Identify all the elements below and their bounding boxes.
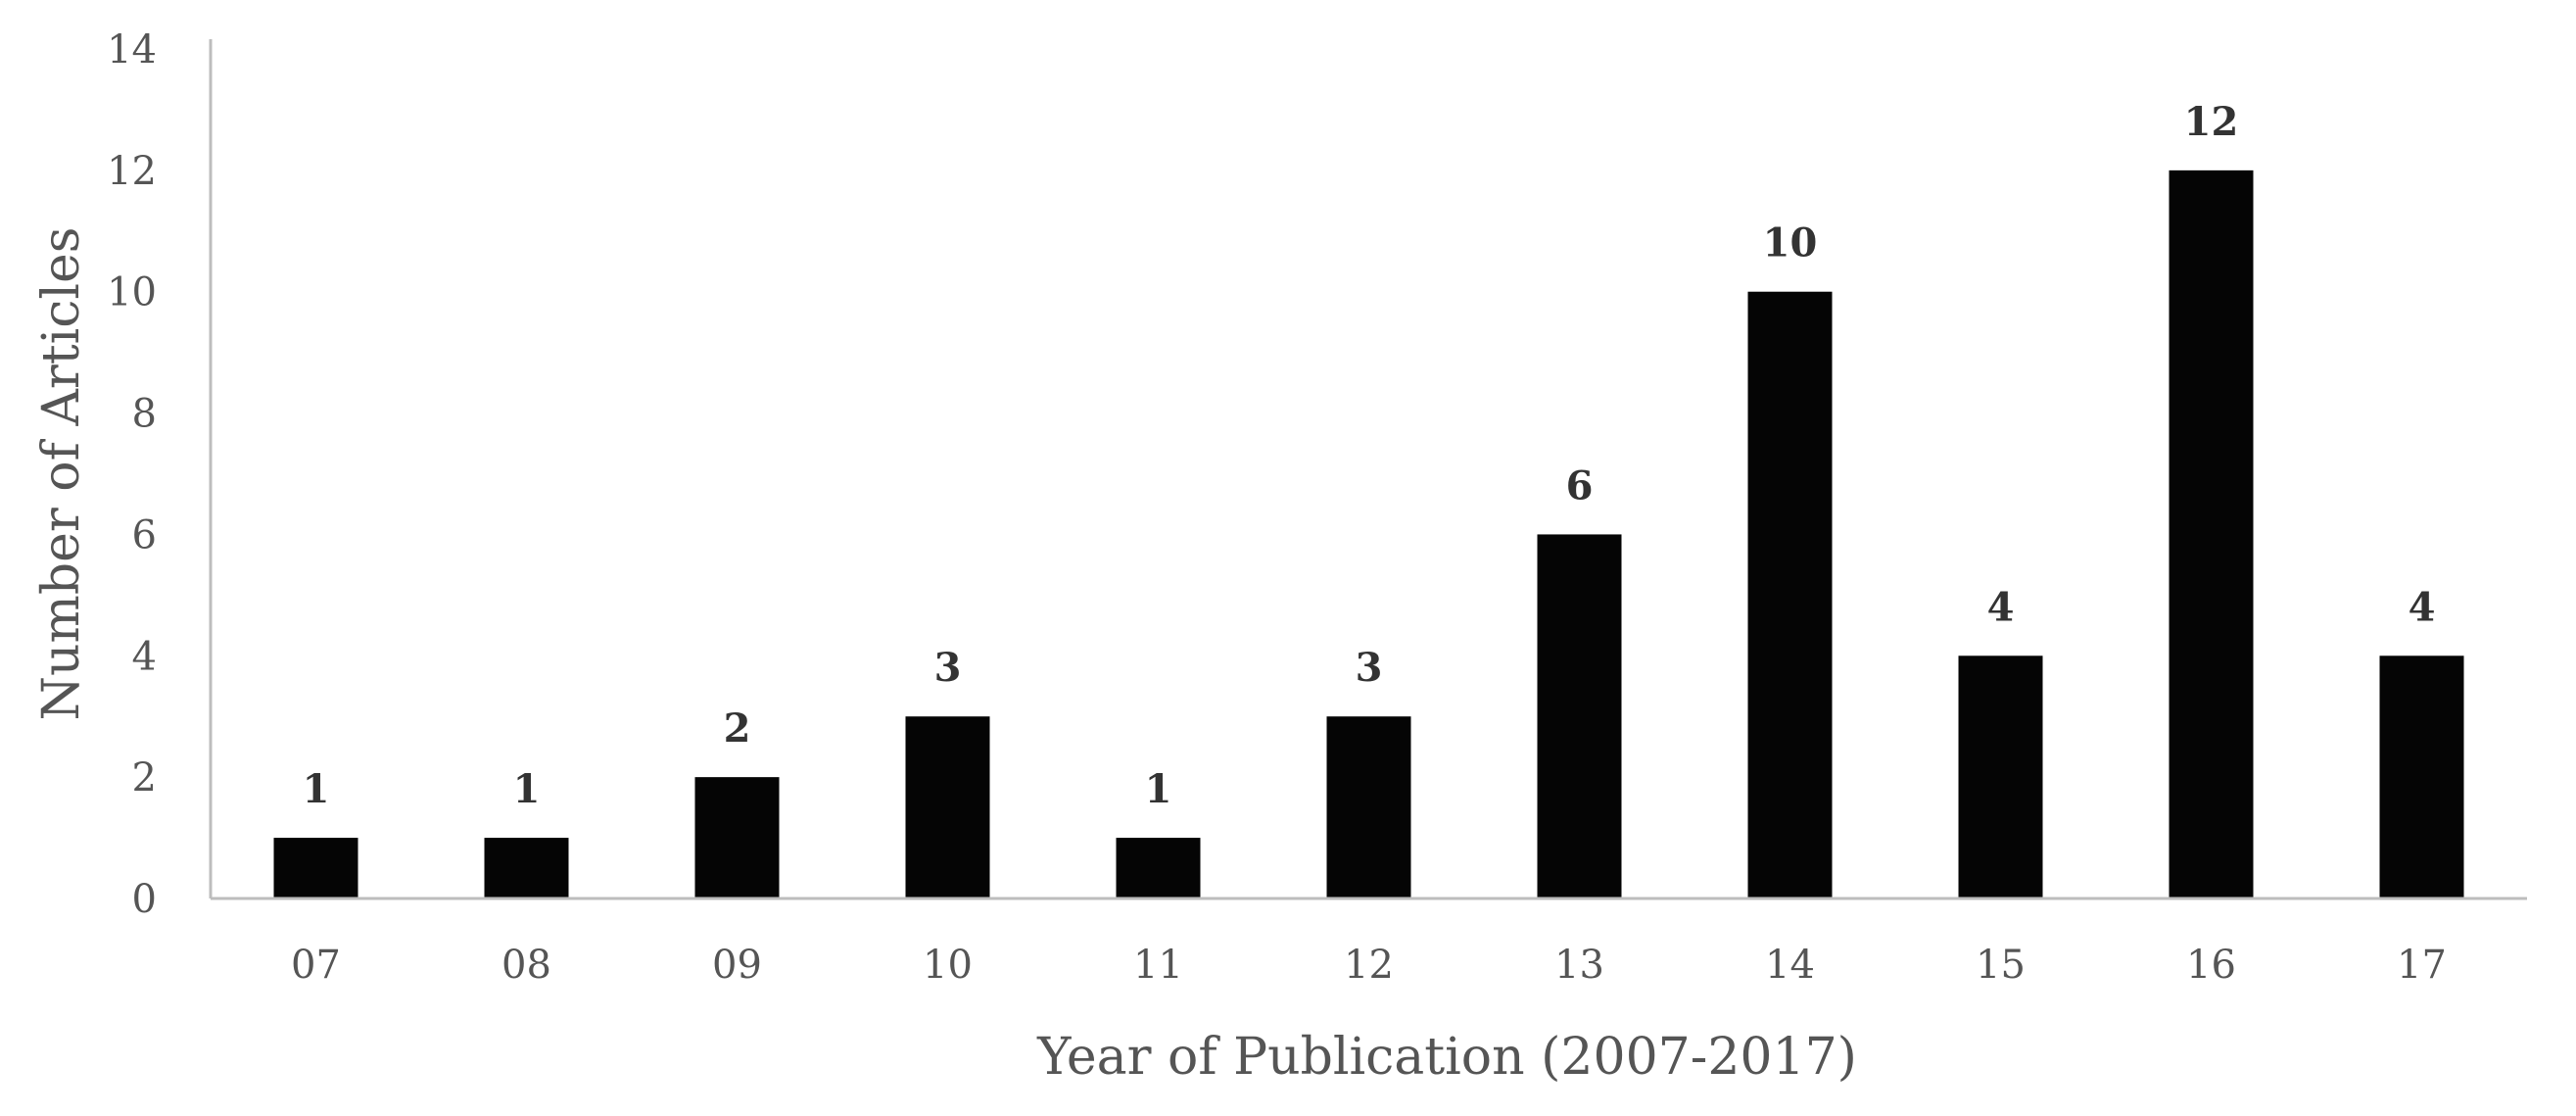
y-axis-ticks: 0 2 4 6 8 10 12 14 (107, 27, 157, 922)
data-label-10: 3 (934, 645, 962, 691)
y-tick-label: 10 (107, 270, 157, 315)
bar-17 (2379, 655, 2464, 898)
bar-16 (2169, 170, 2254, 898)
data-label-17: 4 (2409, 584, 2436, 630)
bar-11 (1116, 838, 1201, 898)
bar-09 (694, 777, 780, 898)
data-label-11: 1 (1145, 766, 1172, 812)
y-tick-label: 0 (132, 877, 157, 922)
x-tick-label-12: 12 (1344, 943, 1394, 988)
x-axis-ticks: 07 08 09 10 11 12 13 14 15 16 17 (291, 943, 2447, 988)
x-tick-label-13: 13 (1554, 943, 1604, 988)
x-tick-label-14: 14 (1765, 943, 1815, 988)
x-tick-label-15: 15 (1976, 943, 2026, 988)
data-label-12: 3 (1356, 645, 1383, 691)
y-tick-label: 12 (107, 149, 157, 194)
x-tick-label-07: 07 (291, 943, 341, 988)
bar-08 (484, 838, 569, 898)
x-tick-label-08: 08 (501, 943, 551, 988)
data-label-14: 10 (1763, 220, 1818, 267)
data-label-15: 4 (1987, 584, 2015, 630)
data-label-07: 1 (303, 766, 330, 812)
y-tick-label: 2 (132, 755, 157, 801)
data-label-09: 2 (724, 705, 751, 752)
data-label-16: 12 (2184, 99, 2239, 145)
x-tick-label-10: 10 (923, 943, 973, 988)
bar-12 (1326, 716, 1411, 898)
bar-15 (1958, 655, 2043, 898)
data-label-08: 1 (513, 766, 541, 812)
data-label-13: 6 (1566, 462, 1594, 509)
x-axis-title: Year of Publication (2007-2017) (1036, 1028, 1857, 1087)
y-axis-title: Number of Articles (32, 227, 91, 721)
bars (273, 170, 2464, 898)
bar-13 (1537, 534, 1622, 898)
y-tick-label: 4 (132, 634, 157, 679)
bar-07 (273, 838, 358, 898)
x-tick-label-16: 16 (2186, 943, 2236, 988)
x-tick-label-09: 09 (712, 943, 762, 988)
x-tick-label-17: 17 (2397, 943, 2447, 988)
bar-14 (1747, 291, 1833, 898)
y-tick-label: 8 (132, 392, 157, 437)
y-tick-label: 14 (107, 27, 157, 73)
y-tick-label: 6 (132, 512, 157, 558)
x-tick-label-11: 11 (1133, 943, 1183, 988)
bar-10 (905, 716, 990, 898)
